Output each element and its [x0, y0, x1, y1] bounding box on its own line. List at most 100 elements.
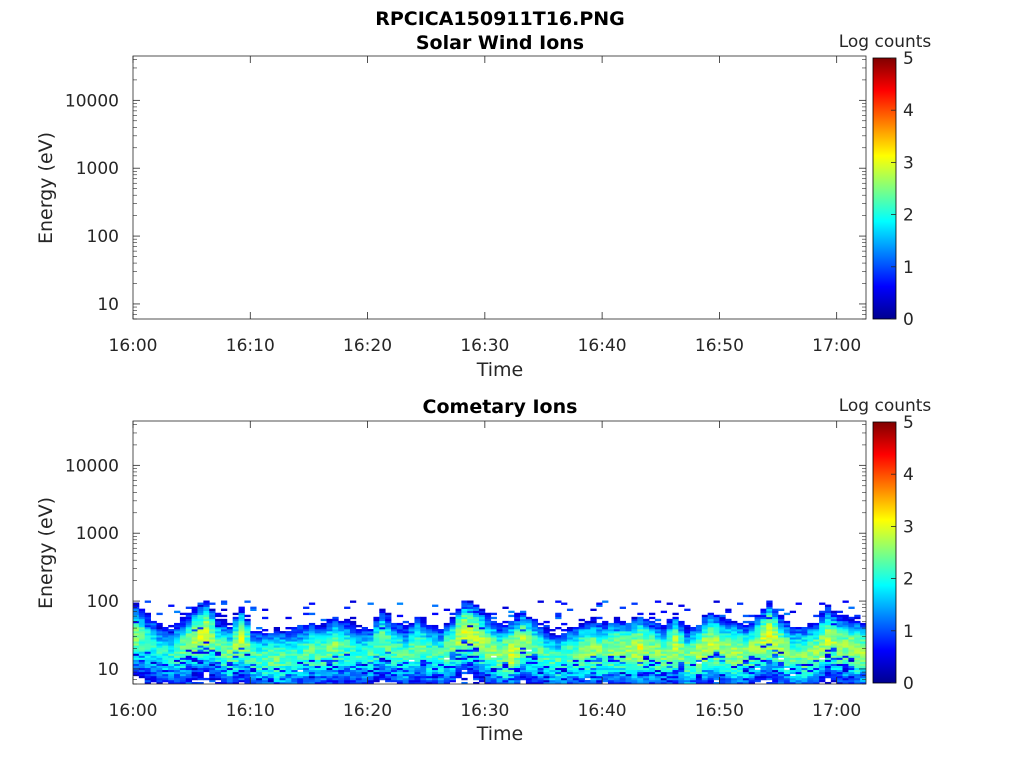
spectrogram-cell	[420, 649, 427, 652]
spectrogram-cell	[584, 626, 591, 630]
spectrogram-cell	[725, 645, 732, 648]
spectrogram-cell	[520, 620, 527, 624]
spectrogram-cell	[842, 667, 849, 671]
spectrogram-cell	[396, 655, 404, 658]
spectrogram-cell	[285, 663, 292, 666]
spectrogram-cell	[473, 618, 480, 622]
spectrogram-cell	[291, 655, 298, 658]
spectrogram-cell	[432, 673, 439, 677]
spectrogram-cell	[244, 667, 251, 671]
spectrogram-cell	[731, 645, 738, 648]
spectrogram-cell	[502, 679, 509, 683]
spectrogram-cell	[308, 675, 316, 679]
spectrogram-cell	[860, 681, 866, 684]
spectrogram-cell	[578, 679, 585, 683]
spectrogram-cell	[725, 649, 732, 652]
spectrogram-cell	[660, 681, 668, 684]
spectrogram-cell	[267, 649, 275, 652]
spectrogram-cell	[138, 669, 146, 673]
spectrogram-cell	[613, 641, 621, 644]
spectrogram-cell	[385, 657, 392, 660]
spectrogram-cell	[672, 671, 679, 675]
spectrogram-cell	[191, 647, 198, 650]
spectrogram-cell	[244, 657, 251, 660]
spectrogram-cell	[455, 647, 462, 650]
spectrogram-cell	[179, 661, 187, 664]
spectrogram-cell	[649, 659, 656, 662]
spectrogram-cell	[496, 673, 503, 677]
spectrogram-cell	[385, 629, 392, 632]
spectrogram-cell	[707, 667, 714, 671]
spectrogram-cell	[414, 647, 421, 650]
spectrogram-cell	[391, 661, 398, 664]
spectrogram-cell	[824, 635, 832, 638]
spectrogram-cell	[297, 667, 304, 671]
spectrogram-cell	[156, 629, 163, 632]
spectrogram-cell	[842, 657, 849, 660]
spectrogram-cell	[625, 637, 632, 640]
spectrogram-cell	[666, 626, 673, 630]
spectrogram-cell	[566, 663, 574, 666]
spectrogram-cell	[473, 673, 480, 677]
spectrogram-cell	[666, 675, 673, 679]
spectrogram-cell	[607, 649, 615, 652]
spectrogram-cell	[748, 635, 755, 638]
spectrogram-cell	[320, 669, 327, 673]
spectrogram-cell	[572, 633, 580, 636]
spectrogram-cell	[555, 673, 562, 677]
spectrogram-cell	[349, 643, 357, 646]
spectrogram-cell	[666, 620, 673, 624]
spectrogram-cell	[619, 663, 626, 666]
spectrogram-cell	[842, 645, 849, 648]
spectrogram-cell	[596, 631, 603, 634]
spectrogram-cell	[473, 637, 480, 640]
spectrogram-cell	[760, 629, 767, 632]
spectrogram-cell	[267, 641, 275, 644]
spectrogram-cell	[138, 614, 146, 618]
spectrogram-cell	[678, 673, 685, 677]
spectrogram-cell	[144, 639, 151, 642]
spectrogram-cell	[232, 649, 239, 652]
spectrogram-cell	[185, 618, 193, 622]
spectrogram-cell	[314, 645, 322, 648]
spectrogram-cell	[561, 677, 568, 681]
spectrogram-cell	[467, 639, 474, 642]
spectrogram-cell	[256, 647, 263, 650]
spectrogram-cell	[719, 659, 726, 662]
spectrogram-cell	[619, 626, 626, 630]
spectrogram-cell	[420, 629, 427, 632]
spectrogram-cell	[754, 649, 761, 652]
spectrogram-cell	[432, 671, 439, 675]
spectrogram-cell	[754, 663, 761, 666]
spectrogram-cell	[736, 629, 744, 632]
spectrogram-cell	[543, 647, 550, 650]
spectrogram-cell	[531, 675, 539, 679]
spectrogram-cell	[426, 649, 433, 652]
spectrogram-cell	[150, 633, 157, 636]
spectrogram-cell	[690, 657, 697, 660]
spectrogram-cell	[144, 671, 151, 675]
spectrogram-cell	[848, 667, 855, 671]
spectrogram-cell	[584, 641, 591, 644]
spectrogram-cell	[467, 622, 474, 626]
spectrogram-cell	[678, 626, 685, 630]
spectrogram-cell	[760, 665, 767, 669]
spectrogram-cell	[420, 616, 427, 620]
spectrogram-cell	[860, 629, 866, 632]
spectrogram-cell	[256, 679, 263, 683]
spectrogram-cell	[490, 665, 497, 669]
spectrogram-cell	[830, 671, 838, 675]
spectrogram-cell	[654, 624, 662, 628]
spectrogram-cell	[713, 629, 720, 632]
spectrogram-cell	[707, 629, 714, 632]
spectrogram-cell	[203, 677, 210, 681]
spectrogram-cell	[725, 679, 732, 683]
spectrogram-cell	[754, 622, 761, 626]
spectrogram-cell	[326, 631, 333, 634]
spectrogram-cell	[332, 637, 339, 640]
spectrogram-cell	[572, 655, 580, 658]
spectrogram-cell	[561, 669, 568, 673]
spectrogram-cell	[819, 667, 826, 671]
spectrogram-cell	[426, 635, 433, 638]
spectrogram-cell	[385, 671, 392, 675]
